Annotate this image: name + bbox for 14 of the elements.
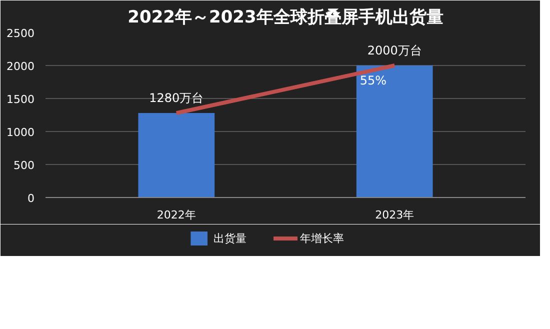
legend-label: 年增长率 xyxy=(300,232,344,245)
chart-title: 2022年～2023年全球折叠屏手机出货量 xyxy=(128,8,444,28)
y-tick-label: 1500 xyxy=(6,93,35,106)
data-label: 2000万台 xyxy=(367,44,422,58)
x-tick-label: 2022年 xyxy=(156,208,196,222)
x-tick-label: 2023年 xyxy=(375,208,414,222)
y-tick-label: 0 xyxy=(28,192,34,205)
data-label: 1280万台 xyxy=(149,91,204,106)
y-tick-label: 2500 xyxy=(6,27,35,40)
legend-label: 出货量 xyxy=(214,232,246,245)
annotation: 55% xyxy=(360,74,387,88)
y-tick-label: 1000 xyxy=(6,126,35,139)
y-tick-label: 500 xyxy=(14,159,35,172)
y-tick-label: 2000 xyxy=(6,60,35,73)
